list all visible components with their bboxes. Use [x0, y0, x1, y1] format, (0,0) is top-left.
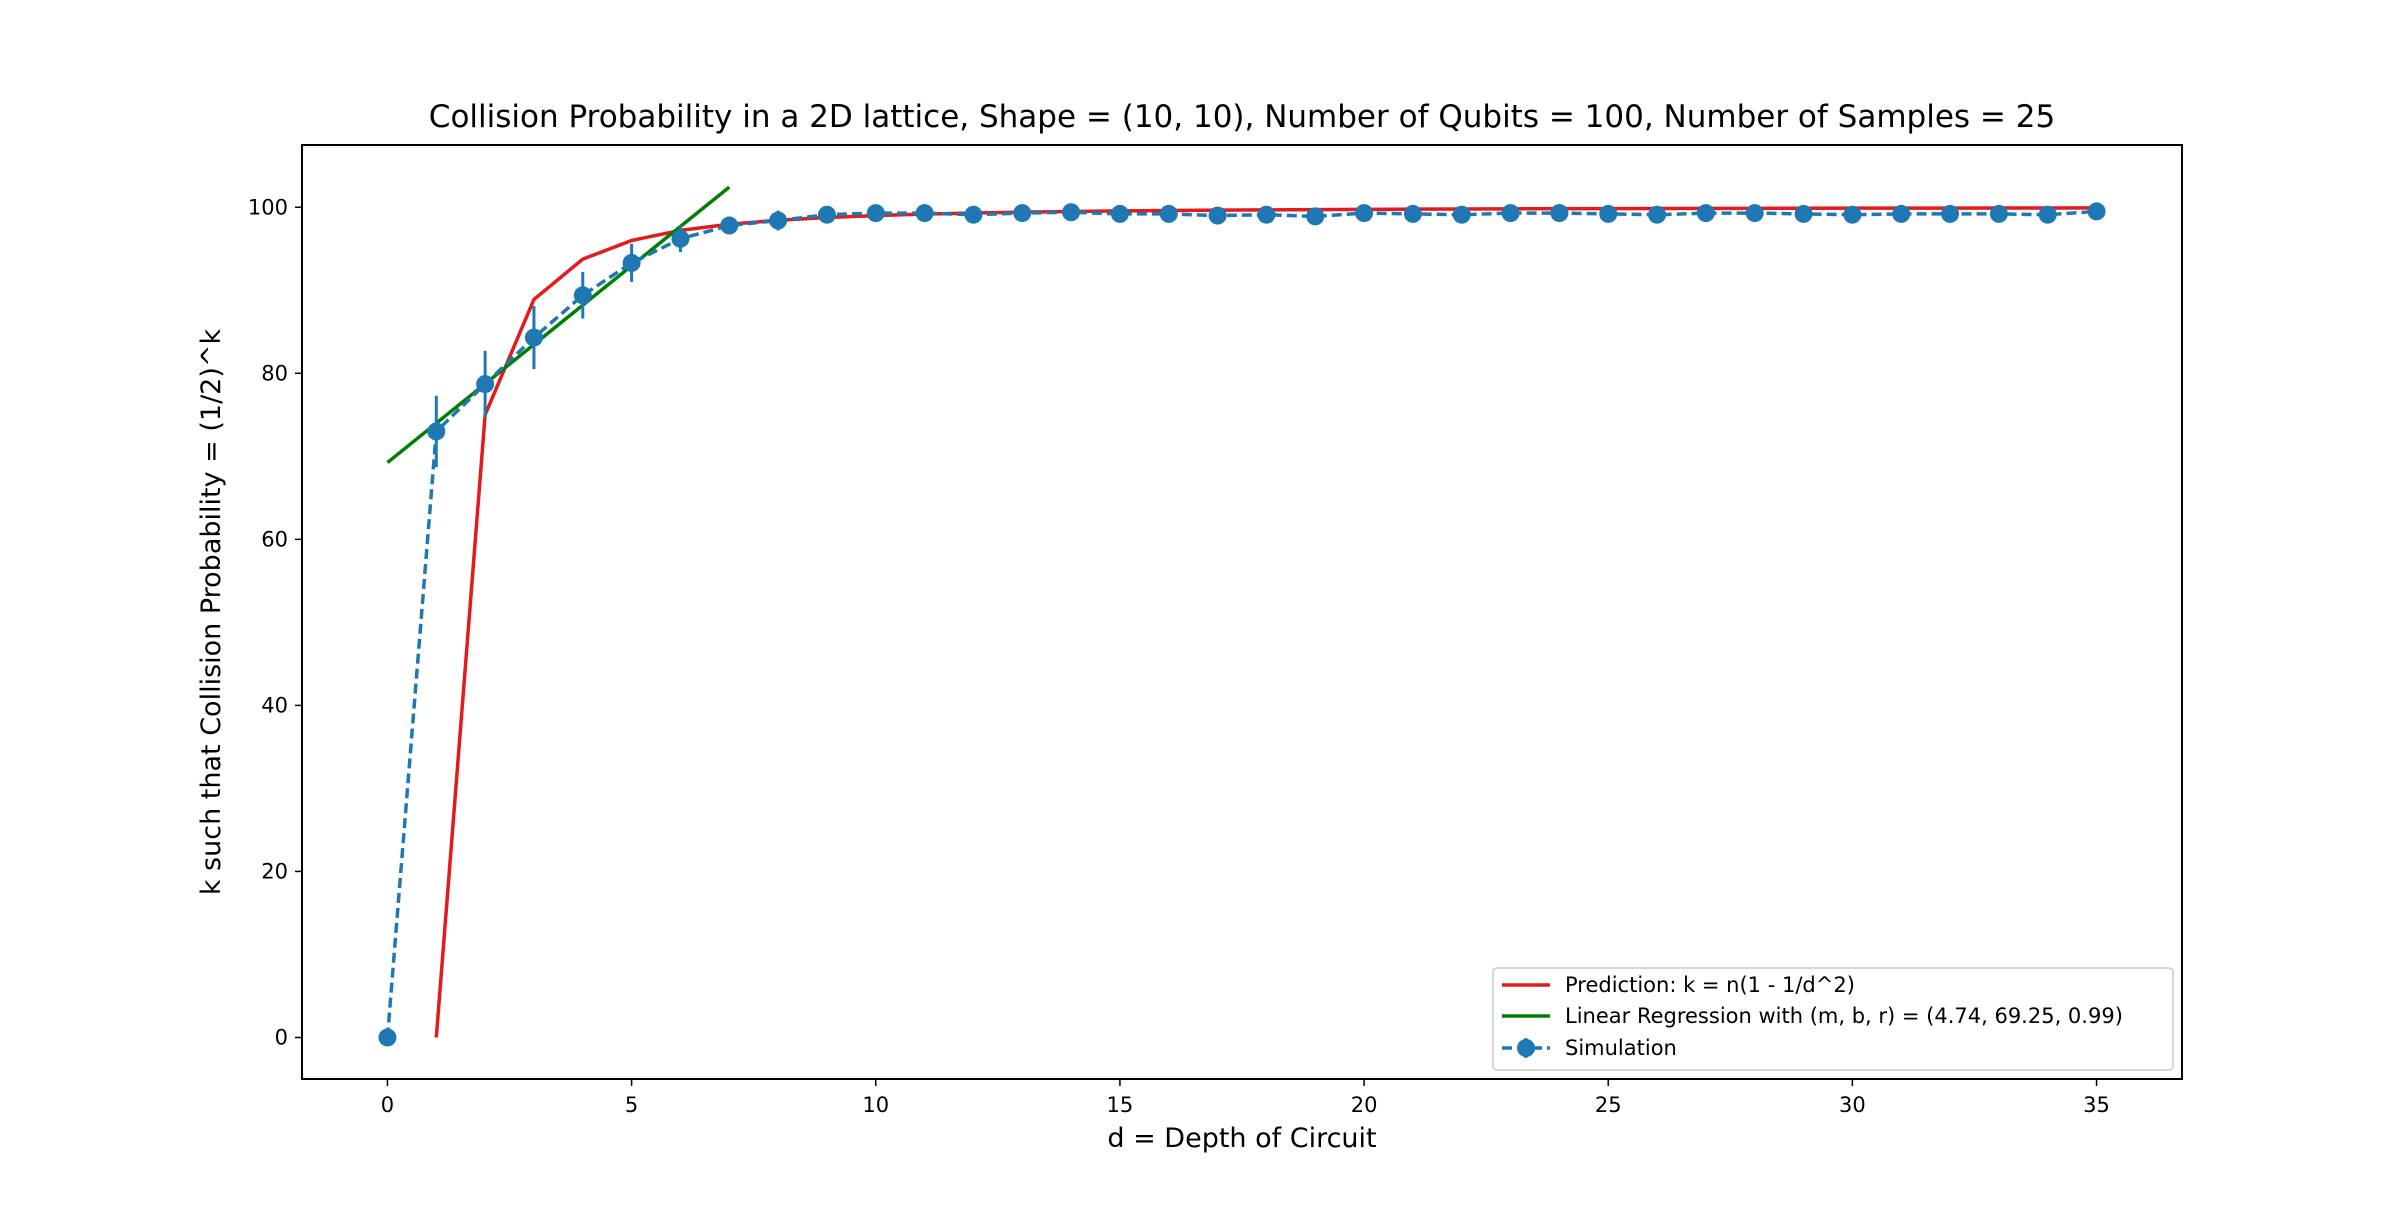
simulation-point	[1257, 205, 1276, 224]
simulation-point	[1550, 204, 1569, 223]
y-tick-label: 20	[261, 859, 288, 883]
simulation-point	[1941, 204, 1960, 223]
simulation-point	[1452, 205, 1471, 224]
simulation-point	[1648, 205, 1667, 224]
x-axis-label: d = Depth of Circuit	[1107, 1123, 1376, 1154]
legend: Prediction: k = n(1 - 1/d^2) Linear Regr…	[1492, 967, 2174, 1071]
simulation-point	[866, 204, 885, 223]
legend-label-regression: Linear Regression with (m, b, r) = (4.74…	[1565, 1004, 2123, 1028]
simulation-point	[427, 422, 446, 441]
simulation-point	[1403, 204, 1422, 223]
simulation-point	[1355, 204, 1374, 223]
simulation-point	[622, 253, 641, 272]
simulation-point	[1696, 204, 1715, 223]
x-tick-label: 20	[1351, 1093, 1378, 1117]
y-axis-label: k such that Collision Probability = (1/2…	[196, 328, 227, 895]
regression-line	[386, 185, 731, 464]
simulation-point	[671, 229, 690, 248]
simulation-point	[1159, 204, 1178, 223]
simulation-point	[1501, 204, 1520, 223]
simulation-point	[1843, 205, 1862, 224]
legend-marker-simulation	[1517, 1039, 1535, 1057]
simulation-point	[769, 211, 788, 230]
simulation-point	[1794, 204, 1813, 223]
plot-frame	[301, 144, 2183, 1080]
y-tick-label: 80	[261, 361, 288, 385]
x-axis-ticks: 0 5 10 15 20 25 30 35	[381, 1079, 2110, 1117]
simulation-point	[2087, 202, 2106, 221]
simulation-point	[1062, 203, 1081, 222]
series-layer	[378, 185, 2106, 1047]
simulation-point	[1989, 204, 2008, 223]
simulation-point	[1306, 207, 1325, 226]
y-tick-label: 0	[275, 1025, 288, 1049]
x-tick-label: 5	[625, 1093, 638, 1117]
legend-label-prediction: Prediction: k = n(1 - 1/d^2)	[1565, 973, 1855, 997]
plot-area	[302, 145, 2182, 1079]
simulation-point	[476, 375, 495, 394]
x-tick-label: 15	[1107, 1093, 1134, 1117]
chart-title: Collision Probability in a 2D lattice, S…	[429, 99, 2055, 135]
x-tick-label: 30	[1839, 1093, 1866, 1117]
simulation-point	[720, 216, 739, 235]
x-tick-label: 35	[2083, 1093, 2110, 1117]
simulation-point	[1599, 204, 1618, 223]
legend-box	[1492, 967, 2174, 1071]
simulation-point	[817, 205, 836, 224]
simulation-point	[915, 204, 934, 223]
simulation-point	[1013, 204, 1032, 223]
y-axis-ticks: 0 20 40 60 80 100	[248, 195, 302, 1049]
simulation-point	[964, 205, 983, 224]
simulation-point	[1208, 206, 1227, 225]
y-tick-label: 60	[261, 527, 288, 551]
y-tick-label: 40	[261, 693, 288, 717]
simulation-point	[2038, 205, 2057, 224]
simulation-point	[573, 286, 592, 305]
simulation-point	[1745, 204, 1764, 223]
x-tick-label: 0	[381, 1093, 394, 1117]
simulation-point	[1892, 204, 1911, 223]
simulation-point	[524, 328, 543, 347]
legend-label-simulation: Simulation	[1565, 1036, 1677, 1060]
x-tick-label: 25	[1595, 1093, 1622, 1117]
simulation-point	[378, 1028, 397, 1047]
simulation-point	[1110, 204, 1129, 223]
y-tick-label: 100	[248, 195, 288, 219]
x-tick-label: 10	[862, 1093, 889, 1117]
